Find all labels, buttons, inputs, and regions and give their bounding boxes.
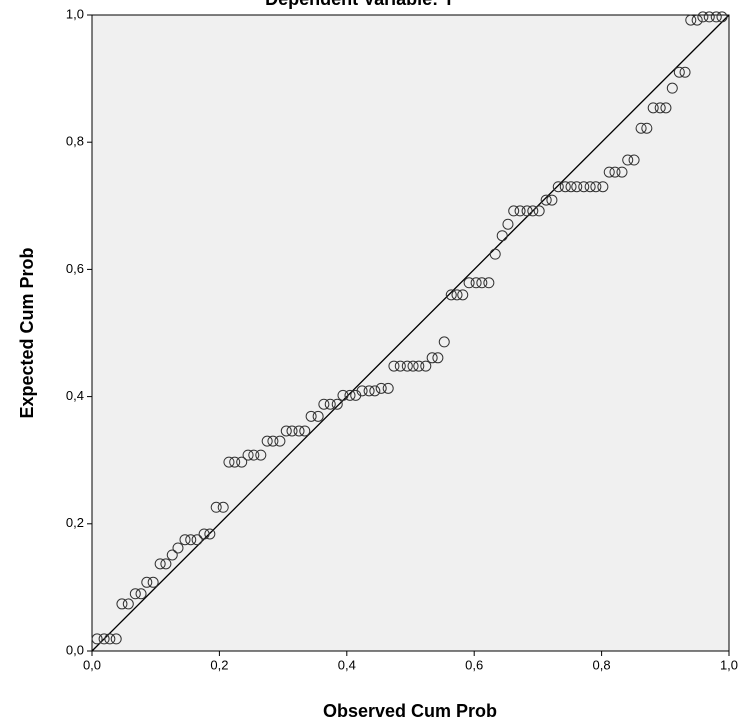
y-tick-label: 0,6 <box>66 261 84 276</box>
chart: Dependent Variable: Y Observed Cum Prob … <box>0 0 743 726</box>
chart-title: Dependent Variable: Y <box>265 0 455 9</box>
y-axis-title: Expected Cum Prob <box>17 247 37 418</box>
y-tick-label: 1,0 <box>66 6 84 21</box>
x-tick-label: 0,2 <box>210 657 228 672</box>
y-tick-label: 0,0 <box>66 642 84 657</box>
x-tick-label: 0,6 <box>465 657 483 672</box>
x-tick-label: 1,0 <box>720 657 738 672</box>
y-tick-label: 0,2 <box>66 515 84 530</box>
y-tick-label: 0,4 <box>66 388 84 403</box>
x-tick-label: 0,4 <box>338 657 356 672</box>
x-axis-title: Observed Cum Prob <box>323 701 497 721</box>
x-tick-label: 0,8 <box>593 657 611 672</box>
y-tick-label: 0,8 <box>66 134 84 149</box>
x-tick-label: 0,0 <box>83 657 101 672</box>
